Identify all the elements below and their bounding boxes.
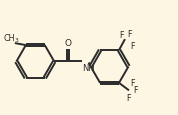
- Text: F: F: [133, 86, 137, 95]
- Text: F: F: [127, 93, 131, 102]
- Text: CH: CH: [3, 34, 15, 42]
- Text: F: F: [119, 31, 124, 40]
- Text: NH: NH: [82, 64, 95, 73]
- Text: F: F: [130, 41, 134, 50]
- Text: 3: 3: [15, 38, 19, 43]
- Text: F: F: [130, 79, 134, 88]
- Text: F: F: [127, 30, 132, 39]
- Text: O: O: [65, 39, 72, 48]
